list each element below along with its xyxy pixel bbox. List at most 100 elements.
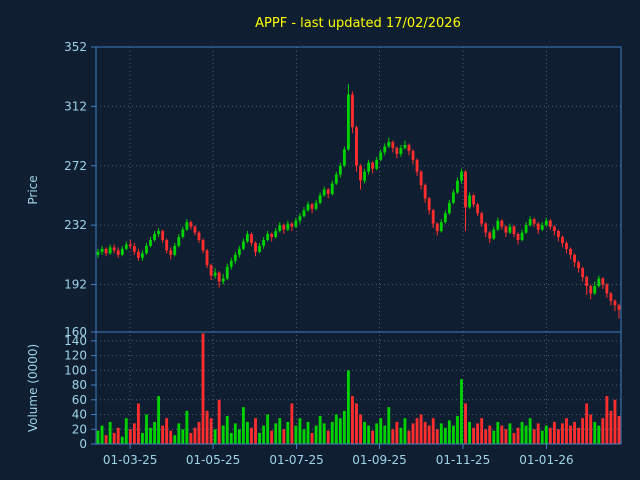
volume-bar: [318, 416, 322, 444]
candle: [597, 278, 601, 286]
candle: [298, 216, 302, 221]
candle: [116, 250, 120, 255]
volume-bar: [217, 399, 221, 444]
candle: [205, 250, 209, 266]
volume-bar: [516, 427, 520, 444]
volume-bar: [355, 403, 358, 444]
volume-bar: [246, 421, 249, 444]
volume-bar: [201, 333, 205, 444]
candle: [221, 278, 225, 282]
candle: [512, 226, 516, 235]
candle: [363, 171, 366, 181]
candle: [460, 171, 463, 181]
volume-bar: [193, 427, 197, 444]
price-tick-label: 352: [64, 40, 87, 54]
candle: [387, 142, 391, 147]
volume-bar: [286, 421, 290, 444]
volume-bar: [544, 425, 548, 444]
volume-bar: [225, 416, 229, 444]
volume-bar: [512, 432, 516, 444]
candle: [351, 94, 354, 128]
volume-bar: [100, 425, 104, 444]
volume-bar: [326, 430, 330, 444]
volume-bar: [108, 421, 112, 444]
candle: [375, 159, 379, 169]
candle: [112, 247, 116, 251]
candle: [488, 232, 492, 239]
candle: [443, 213, 447, 223]
candle: [472, 195, 476, 205]
volume-tick-label: 60: [72, 393, 87, 407]
candle: [544, 220, 548, 226]
candle: [508, 226, 512, 233]
volume-bar: [609, 410, 613, 444]
candle: [593, 285, 597, 294]
volume-bar: [181, 429, 185, 444]
candle: [464, 171, 467, 208]
candle: [524, 225, 528, 233]
volume-bar: [169, 430, 173, 444]
volume-bar: [504, 429, 508, 444]
candle: [274, 231, 278, 237]
candle: [561, 237, 564, 243]
volume-bar: [310, 432, 314, 444]
candle: [532, 219, 536, 224]
price-panel-frame: [95, 46, 622, 333]
volume-bar: [411, 423, 415, 444]
price-tick-label: 232: [64, 218, 87, 232]
candle: [391, 142, 395, 148]
volume-tick-label: 80: [72, 378, 87, 392]
date-tick-label: 01-09-25: [352, 453, 406, 467]
volume-bar: [435, 429, 439, 444]
volume-bar: [266, 414, 270, 444]
volume-bar: [617, 416, 621, 444]
candle: [233, 254, 237, 261]
volume-bar: [262, 425, 266, 444]
candle: [431, 210, 435, 224]
volume-bar: [149, 427, 152, 444]
candle: [225, 266, 229, 279]
candle: [342, 149, 346, 166]
candle: [367, 162, 371, 172]
candle: [128, 244, 132, 246]
volume-bar: [605, 396, 609, 444]
candle: [96, 251, 100, 255]
volume-bar: [431, 418, 435, 444]
volume-bar: [185, 410, 189, 444]
candle: [403, 144, 407, 148]
volume-bar: [346, 370, 350, 444]
volume-bar: [157, 396, 161, 444]
volume-bar: [476, 423, 480, 444]
candle: [173, 245, 177, 255]
candle: [605, 284, 609, 294]
candle: [516, 234, 520, 240]
candle: [161, 231, 165, 240]
candle: [609, 293, 613, 301]
volume-axis-label: Volume (0000): [26, 344, 40, 432]
volume-bar: [334, 414, 338, 444]
candle: [528, 219, 532, 226]
volume-panel-frame: [95, 331, 622, 445]
volume-bar: [322, 423, 326, 444]
volume-bar: [165, 418, 169, 444]
candle: [565, 242, 568, 249]
volume-bar: [552, 421, 556, 444]
candle: [496, 220, 500, 230]
volume-bar: [241, 407, 245, 444]
candle: [262, 239, 266, 246]
volume-bar: [330, 421, 334, 444]
candle: [423, 185, 427, 199]
candle: [241, 241, 245, 249]
volume-bar: [480, 418, 484, 444]
volume-bar: [189, 432, 193, 444]
axes-layer: [91, 46, 622, 449]
volume-bar: [254, 418, 257, 444]
candle: [552, 226, 556, 232]
candle: [484, 223, 488, 233]
volume-bar: [456, 416, 459, 444]
candle: [282, 225, 286, 230]
volume-tick-label: 100: [64, 363, 87, 377]
candle: [314, 202, 318, 209]
